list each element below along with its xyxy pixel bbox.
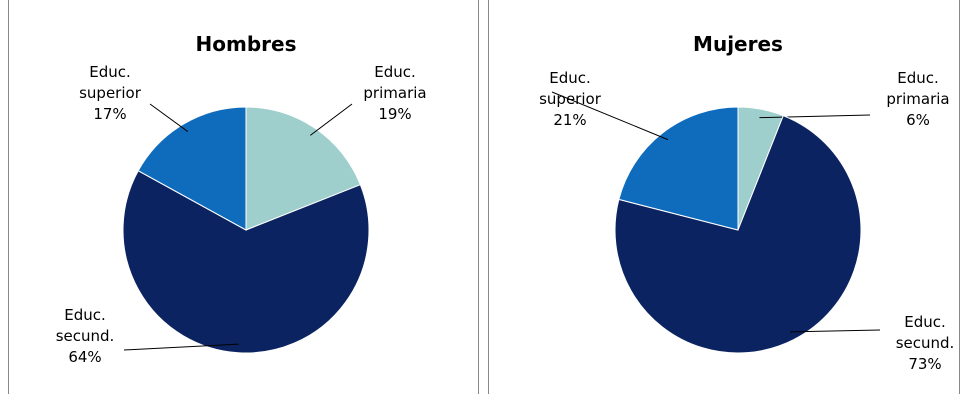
leader-line [789,329,881,333]
category-label: Educ. superior [79,63,141,102]
data-label: Educ. superior 21% [525,68,615,131]
value-label: 17% [93,105,127,123]
data-label: Educ. secund. 64% [40,305,130,368]
panel-frame [8,0,479,394]
value-label: 6% [906,111,930,129]
category-label: Educ. secund. [895,313,955,352]
panel-frame [488,0,960,394]
data-label: Educ. superior 17% [65,62,155,125]
value-label: 73% [908,355,942,373]
leader-line [149,103,189,132]
leader-line [123,343,239,351]
chart-title: Mujeres [693,32,783,56]
pie-slice [614,114,862,354]
category-label: Educ. primaria [363,63,427,102]
pie-slice [245,106,362,231]
data-label: Educ. primaria 19% [350,62,440,125]
category-label: Educ. primaria [886,69,950,108]
category-label: Educ. secund. [55,306,115,345]
pie-slice [137,106,247,231]
pie-slice [618,106,739,231]
category-label: Educ. superior [539,69,601,108]
data-label: Educ. secund. 73% [880,312,966,375]
leader-line [309,103,353,136]
value-label: 64% [68,348,102,366]
data-label: Educ. primaria 6% [873,68,963,131]
leader-line [759,114,871,119]
value-label: 19% [378,105,412,123]
pie-slice [122,170,370,354]
leader-line [551,91,669,141]
value-label: 21% [553,111,587,129]
chart-title: Hombres [195,32,297,56]
